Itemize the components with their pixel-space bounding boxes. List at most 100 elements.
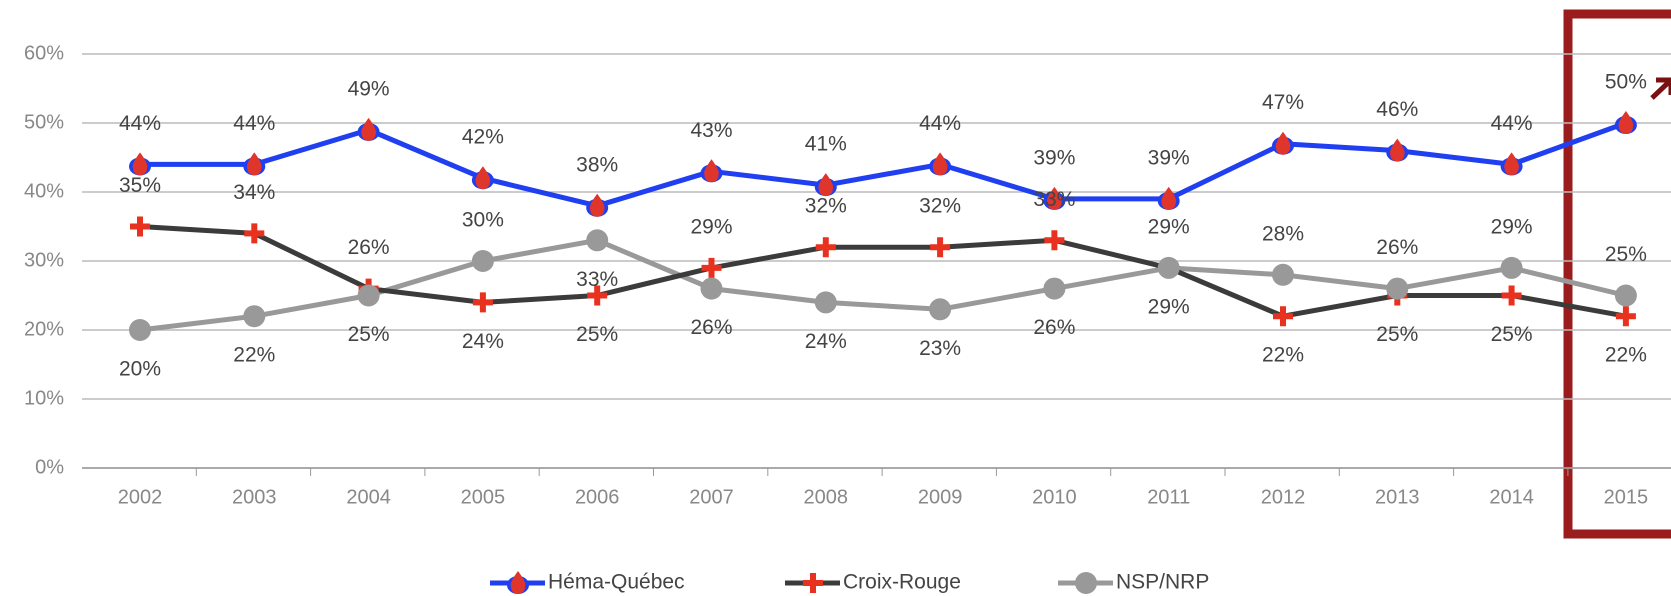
point [700, 159, 723, 183]
data-label: 29% [1148, 215, 1190, 238]
point [814, 173, 837, 197]
data-label: 43% [690, 119, 732, 142]
data-label: 26% [1376, 236, 1418, 259]
marker-drop [1618, 111, 1634, 135]
point [357, 117, 380, 141]
data-label: 44% [119, 112, 161, 135]
marker-drop [132, 152, 148, 176]
x-tick-label: 2013 [1375, 486, 1420, 508]
legend-label: NSP/NRP [1116, 571, 1209, 594]
data-label: 50% [1605, 71, 1647, 94]
data-label: 26% [1033, 316, 1075, 339]
data-label: 33% [1033, 188, 1075, 211]
data-label: 49% [348, 77, 390, 100]
point [700, 277, 723, 300]
data-label: 35% [119, 174, 161, 197]
point [243, 305, 266, 328]
data-label: 25% [576, 323, 618, 346]
point [1500, 256, 1523, 279]
point [1272, 131, 1294, 155]
y-tick-label: 10% [24, 387, 64, 409]
y-tick-label: 60% [24, 42, 64, 64]
data-label: 34% [233, 181, 275, 204]
y-tick-label: 50% [24, 111, 64, 133]
x-tick-label: 2007 [689, 486, 734, 508]
point [472, 292, 493, 313]
data-label: 25% [1491, 323, 1533, 346]
point [1044, 230, 1065, 251]
x-tick-label: 2011 [1147, 486, 1190, 508]
y-tick-label: 0% [35, 456, 64, 478]
y-tick-label: 40% [24, 180, 64, 202]
x-tick-label: 2002 [118, 486, 163, 508]
point [1500, 152, 1523, 176]
series-line [140, 120, 1627, 209]
data-label: 22% [233, 344, 275, 367]
marker-drop [1389, 138, 1405, 162]
x-tick-label: 2014 [1489, 486, 1534, 508]
data-label: 32% [805, 195, 847, 218]
point [814, 291, 837, 314]
point [587, 285, 608, 306]
x-tick-label: 2004 [346, 486, 391, 508]
point [1386, 138, 1409, 162]
point [1273, 306, 1293, 327]
data-label: 47% [1262, 91, 1304, 114]
data-label: 39% [1033, 146, 1075, 169]
marker-drop [361, 117, 376, 141]
point [1043, 186, 1066, 210]
marker-drop [1047, 186, 1062, 210]
point [586, 229, 609, 252]
marker-drop [704, 159, 719, 183]
point [586, 193, 609, 217]
point [129, 319, 151, 341]
series-line [139, 224, 1627, 319]
data-label: 30% [462, 209, 504, 232]
marker-drop [818, 173, 834, 197]
point [130, 216, 150, 237]
data-label: 25% [348, 323, 390, 346]
data-label: 39% [1148, 146, 1190, 169]
marker-drop [475, 166, 491, 190]
x-tick-label: 2012 [1261, 486, 1306, 508]
data-label: 29% [1491, 215, 1533, 238]
marker-drop [246, 152, 262, 176]
marker-drop [932, 152, 948, 176]
point [815, 237, 836, 258]
point [129, 152, 151, 176]
x-tick-label: 2005 [461, 486, 506, 508]
legend-label: Héma-Québec [548, 571, 685, 594]
point [1614, 111, 1637, 135]
data-label: 44% [233, 112, 275, 135]
x-tick-label: 2015 [1604, 486, 1649, 508]
x-tick-label: 2010 [1032, 486, 1077, 508]
data-label: 33% [576, 268, 618, 291]
point [471, 250, 494, 272]
data-label: 41% [805, 133, 847, 156]
data-label: 38% [576, 153, 618, 176]
marker-drop [1275, 131, 1291, 155]
marker-drop [1504, 152, 1519, 176]
marker-drop [589, 193, 605, 217]
data-label: 24% [805, 330, 847, 353]
data-label: 22% [1605, 344, 1647, 367]
legend-label: Croix-Rouge [843, 571, 961, 594]
arrow [1650, 77, 1671, 100]
point [1157, 186, 1180, 210]
point [1075, 572, 1097, 594]
data-label: 25% [1376, 323, 1418, 346]
data-label: 25% [1605, 243, 1647, 266]
point [244, 223, 265, 244]
data-label: 29% [690, 215, 732, 238]
data-label: 44% [919, 112, 961, 135]
data-label: 26% [348, 236, 390, 259]
point [1615, 306, 1636, 327]
y-tick-label: 30% [24, 249, 64, 271]
x-tick-label: 2006 [575, 486, 620, 508]
point [1157, 256, 1180, 279]
data-label: 32% [919, 195, 961, 218]
x-tick-label: 2003 [232, 486, 277, 508]
data-label: 24% [462, 330, 504, 353]
x-tick-label: 2008 [804, 486, 849, 508]
data-label: 28% [1262, 222, 1304, 245]
